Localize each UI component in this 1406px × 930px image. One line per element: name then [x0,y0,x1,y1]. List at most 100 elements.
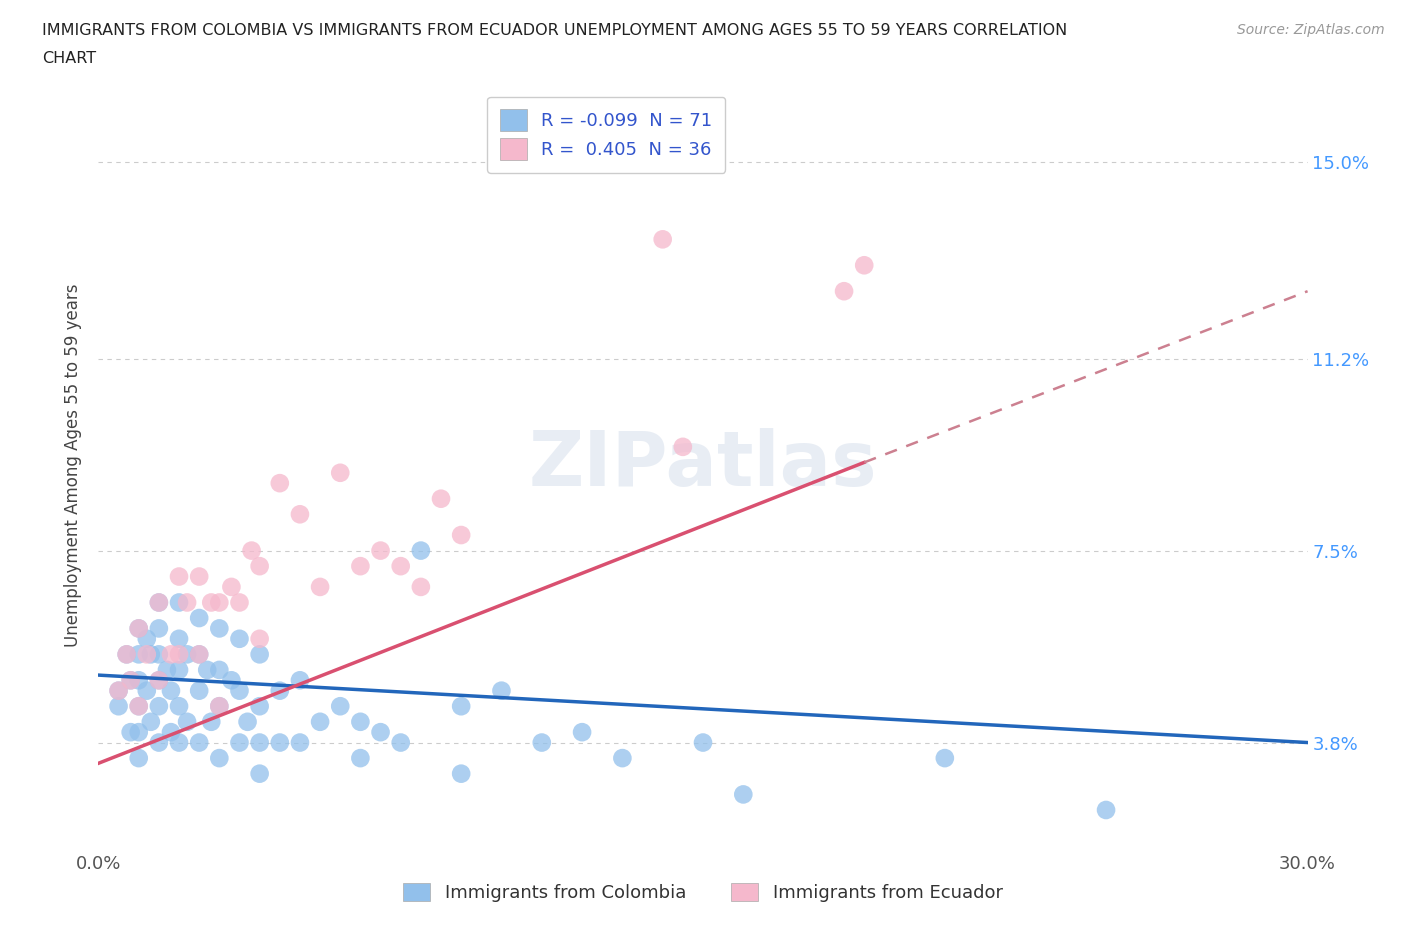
Point [288,735,311,750]
Point [491,684,513,698]
Point [221,579,243,594]
Point [148,672,170,687]
Point [329,465,352,480]
Point [148,672,170,687]
Point [249,735,271,750]
Point [1095,803,1118,817]
Point [188,569,211,584]
Point [208,751,231,765]
Point [160,647,183,662]
Point [135,631,157,646]
Y-axis label: Unemployment Among Ages 55 to 59 years: Unemployment Among Ages 55 to 59 years [65,284,83,646]
Point [309,579,332,594]
Point [228,595,250,610]
Point [128,672,150,687]
Point [269,735,291,750]
Point [135,684,157,698]
Point [167,569,190,584]
Point [160,684,183,698]
Point [221,672,243,687]
Point [120,724,142,739]
Point [176,647,198,662]
Point [430,491,453,506]
Point [269,476,291,491]
Point [148,621,170,636]
Point [148,647,170,662]
Point [409,543,432,558]
Point [139,714,162,729]
Point [208,662,231,677]
Point [156,662,179,677]
Point [200,714,222,729]
Point [195,662,218,677]
Point [349,751,371,765]
Point [176,595,198,610]
Point [389,735,412,750]
Point [309,714,332,729]
Point [200,595,222,610]
Point [208,595,231,610]
Point [692,735,714,750]
Point [236,714,259,729]
Point [228,684,250,698]
Point [128,621,150,636]
Point [228,735,250,750]
Point [349,714,371,729]
Point [228,631,250,646]
Point [176,714,198,729]
Point [450,527,472,542]
Point [853,258,876,272]
Point [370,543,392,558]
Point [208,698,231,713]
Point [188,647,211,662]
Point [188,647,211,662]
Point [188,684,211,698]
Point [733,787,755,802]
Point [148,735,170,750]
Point [148,595,170,610]
Point [167,647,190,662]
Point [249,647,271,662]
Point [167,662,190,677]
Point [107,684,129,698]
Point [160,724,183,739]
Point [389,559,412,574]
Text: IMMIGRANTS FROM COLOMBIA VS IMMIGRANTS FROM ECUADOR UNEMPLOYMENT AMONG AGES 55 T: IMMIGRANTS FROM COLOMBIA VS IMMIGRANTS F… [42,23,1067,38]
Legend: R = -0.099  N = 71, R =  0.405  N = 36: R = -0.099 N = 71, R = 0.405 N = 36 [488,97,725,173]
Point [128,698,150,713]
Point [120,672,142,687]
Point [450,766,472,781]
Point [672,439,695,454]
Text: CHART: CHART [42,51,96,66]
Point [208,621,231,636]
Point [329,698,352,713]
Point [188,611,211,626]
Point [167,595,190,610]
Point [128,751,150,765]
Point [249,559,271,574]
Point [115,647,138,662]
Point [107,684,129,698]
Point [349,559,371,574]
Point [120,672,142,687]
Point [249,766,271,781]
Point [288,507,311,522]
Point [188,735,211,750]
Point [128,724,150,739]
Point [450,698,472,713]
Text: ZIPatlas: ZIPatlas [529,428,877,502]
Point [934,751,956,765]
Point [128,621,150,636]
Point [115,647,138,662]
Point [249,698,271,713]
Point [832,284,855,299]
Point [107,698,129,713]
Point [370,724,392,739]
Point [167,698,190,713]
Point [167,631,190,646]
Point [409,579,432,594]
Legend: Immigrants from Colombia, Immigrants from Ecuador: Immigrants from Colombia, Immigrants fro… [389,868,1017,916]
Point [651,232,673,246]
Point [208,698,231,713]
Point [128,647,150,662]
